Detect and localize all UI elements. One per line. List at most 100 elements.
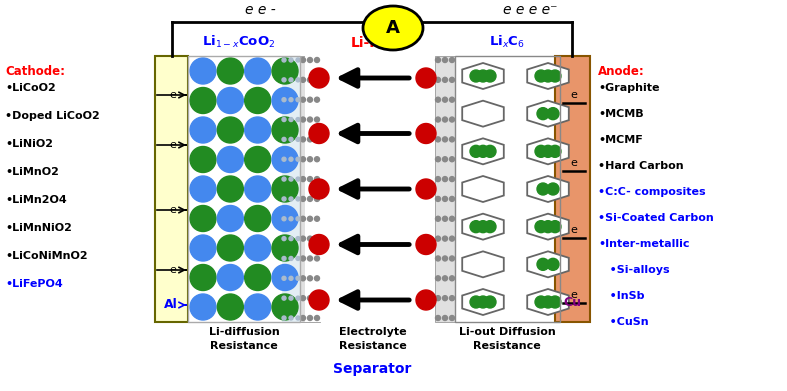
Circle shape xyxy=(301,97,305,102)
Circle shape xyxy=(442,57,448,63)
Circle shape xyxy=(296,137,300,142)
Circle shape xyxy=(296,98,300,102)
Circle shape xyxy=(282,58,286,62)
Circle shape xyxy=(289,256,293,260)
Circle shape xyxy=(449,117,455,122)
Bar xyxy=(300,56,320,322)
Circle shape xyxy=(549,70,561,82)
Circle shape xyxy=(484,296,496,308)
Circle shape xyxy=(282,296,286,300)
Circle shape xyxy=(301,316,305,321)
Circle shape xyxy=(442,276,448,281)
Circle shape xyxy=(442,296,448,301)
Circle shape xyxy=(477,145,489,157)
Polygon shape xyxy=(527,213,569,240)
Circle shape xyxy=(315,276,320,281)
Polygon shape xyxy=(527,289,569,315)
Circle shape xyxy=(272,147,298,172)
Circle shape xyxy=(282,78,286,82)
Circle shape xyxy=(547,108,559,120)
Circle shape xyxy=(308,97,312,102)
Circle shape xyxy=(309,179,329,199)
Circle shape xyxy=(296,177,300,181)
Circle shape xyxy=(272,264,298,291)
Text: •Graphite: •Graphite xyxy=(598,83,660,93)
Circle shape xyxy=(308,216,312,221)
Circle shape xyxy=(296,58,300,62)
Circle shape xyxy=(435,236,441,241)
Circle shape xyxy=(296,118,300,122)
Circle shape xyxy=(289,177,293,181)
Circle shape xyxy=(542,70,554,82)
Circle shape xyxy=(315,97,320,102)
Circle shape xyxy=(301,117,305,122)
Text: Cathode:: Cathode: xyxy=(5,65,65,78)
Circle shape xyxy=(289,296,293,300)
Circle shape xyxy=(442,97,448,102)
Text: •LiCoO2: •LiCoO2 xyxy=(5,83,56,93)
Text: •InSb: •InSb xyxy=(598,291,645,301)
Circle shape xyxy=(282,98,286,102)
Circle shape xyxy=(449,177,455,181)
Circle shape xyxy=(547,183,559,195)
Text: e: e xyxy=(169,140,176,150)
Circle shape xyxy=(435,77,441,83)
Circle shape xyxy=(217,58,243,84)
Text: Resistance: Resistance xyxy=(210,341,278,351)
Circle shape xyxy=(537,258,549,270)
Circle shape xyxy=(282,137,286,142)
Circle shape xyxy=(309,290,329,310)
Text: •LiCoNiMnO2: •LiCoNiMnO2 xyxy=(5,251,87,261)
Circle shape xyxy=(315,157,320,162)
Circle shape xyxy=(308,196,312,201)
Circle shape xyxy=(301,77,305,83)
Circle shape xyxy=(217,176,243,202)
Circle shape xyxy=(282,217,286,221)
Circle shape xyxy=(416,235,436,255)
Circle shape xyxy=(449,137,455,142)
Text: •LiMnO2: •LiMnO2 xyxy=(5,167,59,177)
Circle shape xyxy=(301,216,305,221)
Polygon shape xyxy=(527,251,569,277)
Circle shape xyxy=(315,296,320,301)
Circle shape xyxy=(416,124,436,143)
Bar xyxy=(282,56,300,322)
Circle shape xyxy=(435,97,441,102)
Circle shape xyxy=(296,78,300,82)
Text: Li-diffusion: Li-diffusion xyxy=(209,327,279,337)
Circle shape xyxy=(435,276,441,281)
Circle shape xyxy=(289,237,293,240)
Circle shape xyxy=(449,256,455,261)
Polygon shape xyxy=(462,176,504,202)
Circle shape xyxy=(190,117,216,143)
Circle shape xyxy=(296,157,300,161)
Circle shape xyxy=(435,177,441,181)
Text: •C:C- composites: •C:C- composites xyxy=(598,187,706,197)
Circle shape xyxy=(289,137,293,142)
Circle shape xyxy=(245,147,271,172)
Circle shape xyxy=(442,77,448,83)
Text: e: e xyxy=(169,90,176,100)
Circle shape xyxy=(537,108,549,120)
Circle shape xyxy=(289,98,293,102)
Text: e: e xyxy=(570,158,577,168)
Circle shape xyxy=(289,78,293,82)
Circle shape xyxy=(416,179,436,199)
Circle shape xyxy=(289,118,293,122)
Polygon shape xyxy=(462,251,504,277)
Circle shape xyxy=(442,177,448,181)
Circle shape xyxy=(272,88,298,113)
Circle shape xyxy=(282,197,286,201)
Circle shape xyxy=(308,77,312,83)
Circle shape xyxy=(542,296,554,308)
Circle shape xyxy=(289,157,293,161)
Text: •LiMn2O4: •LiMn2O4 xyxy=(5,195,67,205)
Circle shape xyxy=(245,117,271,143)
Circle shape xyxy=(435,157,441,162)
Circle shape xyxy=(470,145,482,157)
Circle shape xyxy=(301,276,305,281)
Text: •LiMnNiO2: •LiMnNiO2 xyxy=(5,223,72,233)
Circle shape xyxy=(442,216,448,221)
Circle shape xyxy=(190,176,216,202)
Circle shape xyxy=(549,296,561,308)
